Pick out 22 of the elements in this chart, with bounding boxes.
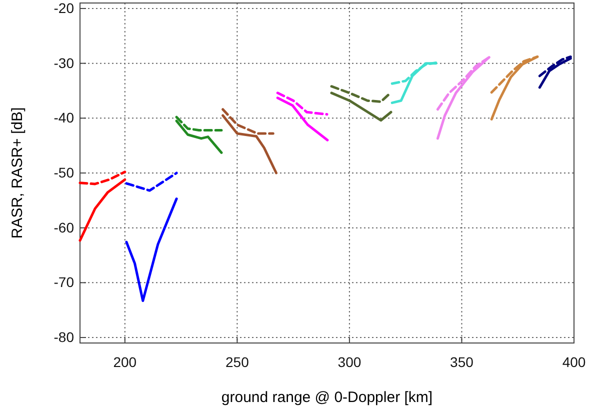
x-tick-label: 350 [450,354,474,370]
line-series [276,96,329,142]
y-axis-title: RASR, RASR+ [dB] [9,107,26,239]
line-series [330,85,392,103]
y-tick-label: -80 [54,328,74,345]
line-series [330,92,392,122]
x-tick-label: 250 [226,354,250,370]
x-tick-label: 300 [338,354,362,370]
line-series [276,92,328,116]
y-tick-label: -50 [54,164,74,180]
y-tick-label: -30 [54,54,74,71]
x-tick-label: 200 [113,354,137,370]
x-axis-title: ground range @ 0-Doppler [km] [221,389,433,406]
line-series [78,178,126,242]
y-tick-label: -40 [54,110,74,126]
line-series [175,120,223,154]
y-tick-label: -60 [54,219,74,236]
line-series [78,170,126,186]
y-tick-label: -20 [54,0,74,16]
line-series [125,198,178,302]
x-tick-label: 400 [562,354,586,370]
y-tick-label: -70 [54,274,74,290]
